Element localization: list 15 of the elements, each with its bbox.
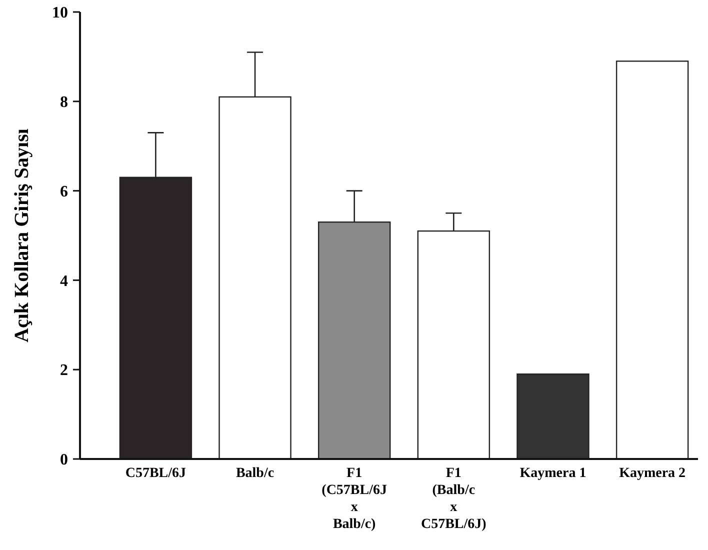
x-tick-label: Kaymera 2	[619, 466, 686, 481]
y-tick-label: 0	[60, 452, 68, 469]
y-tick-label: 8	[60, 94, 68, 111]
x-tick-label: Kaymera 1	[520, 466, 586, 481]
x-tick-label: C57BL/6J	[125, 466, 186, 481]
y-tick-label: 2	[60, 362, 68, 380]
bar	[616, 60, 689, 460]
y-tick-label: 6	[60, 183, 68, 200]
y-axis-title: Açık Kollara Giriş Sayısı	[11, 128, 33, 342]
bar	[516, 373, 590, 460]
y-tick-label: 10	[52, 4, 68, 22]
y-tick-label: 4	[60, 272, 68, 290]
x-tick-label: F1 (Balb/c x C57BL/6J)	[420, 466, 487, 532]
x-tick-label: F1 (C57BL/6J x Balb/c)	[322, 466, 388, 532]
x-tick-label: Balb/c	[236, 466, 274, 481]
